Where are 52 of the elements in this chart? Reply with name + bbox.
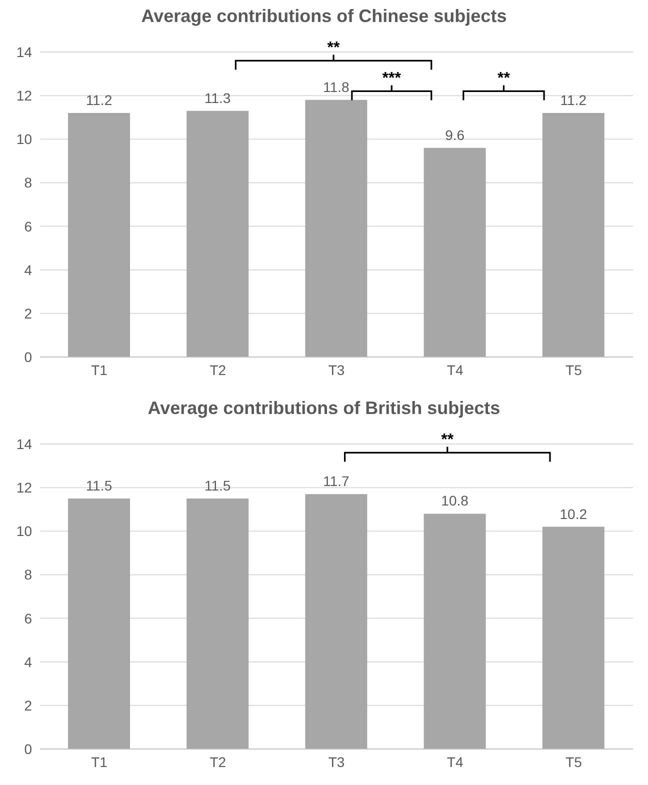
- data-label: 11.3: [204, 90, 231, 106]
- y-tick-label: 6: [24, 218, 32, 234]
- annotation: ***: [382, 70, 402, 88]
- annotation: **: [498, 70, 511, 88]
- x-tick-label: T5: [566, 362, 582, 378]
- bar: [542, 113, 604, 357]
- data-label: 9.6: [445, 126, 465, 143]
- bar: [424, 514, 486, 749]
- y-tick-label: 8: [24, 174, 32, 191]
- x-tick-label: T4: [446, 362, 464, 378]
- bar: [186, 498, 249, 749]
- x-tick-label: T3: [328, 754, 345, 770]
- data-label: 11.2: [86, 92, 112, 108]
- y-tick-label: 10: [16, 131, 32, 148]
- y-tick-label: 6: [24, 610, 32, 626]
- bar: [305, 494, 368, 749]
- annotation: **: [327, 40, 341, 57]
- data-label: 11.5: [86, 477, 112, 494]
- annotation: **: [441, 432, 454, 449]
- y-tick-label: 12: [16, 480, 32, 496]
- x-tick-label: T5: [566, 754, 582, 770]
- x-tick-label: T2: [210, 362, 226, 378]
- y-tick-label: 10: [16, 523, 32, 540]
- x-tick-label: T2: [210, 754, 226, 770]
- y-tick-label: 4: [24, 654, 32, 670]
- data-label: 11.8: [323, 78, 350, 95]
- data-label: 11.2: [560, 92, 587, 108]
- bar: [542, 526, 604, 749]
- chart-title: Average contributions of Chinese subjects: [140, 6, 508, 27]
- y-tick-label: 0: [24, 348, 32, 365]
- x-tick-label: T1: [91, 362, 108, 378]
- y-tick-label: 8: [24, 566, 32, 583]
- bar: [424, 148, 486, 357]
- y-tick-label: 4: [24, 262, 32, 278]
- data-label: 11.7: [323, 473, 350, 490]
- y-tick-label: 0: [24, 740, 32, 757]
- y-tick-label: 12: [16, 88, 32, 104]
- chart-title: Average contributions of British subjects: [146, 398, 502, 419]
- x-tick-label: T3: [328, 362, 345, 378]
- y-tick-label: 14: [16, 436, 32, 452]
- bar: [68, 113, 130, 357]
- bar: [68, 498, 130, 749]
- bar: [305, 100, 368, 357]
- bar: [186, 110, 249, 357]
- x-tick-label: T1: [91, 754, 108, 770]
- data-label: 10.8: [441, 492, 469, 509]
- data-label: 10.2: [560, 506, 588, 522]
- x-tick-label: T4: [446, 754, 464, 770]
- data-label: 11.5: [204, 477, 231, 494]
- y-tick-label: 14: [16, 44, 32, 60]
- y-tick-label: 2: [24, 305, 32, 322]
- y-tick-label: 2: [24, 697, 32, 714]
